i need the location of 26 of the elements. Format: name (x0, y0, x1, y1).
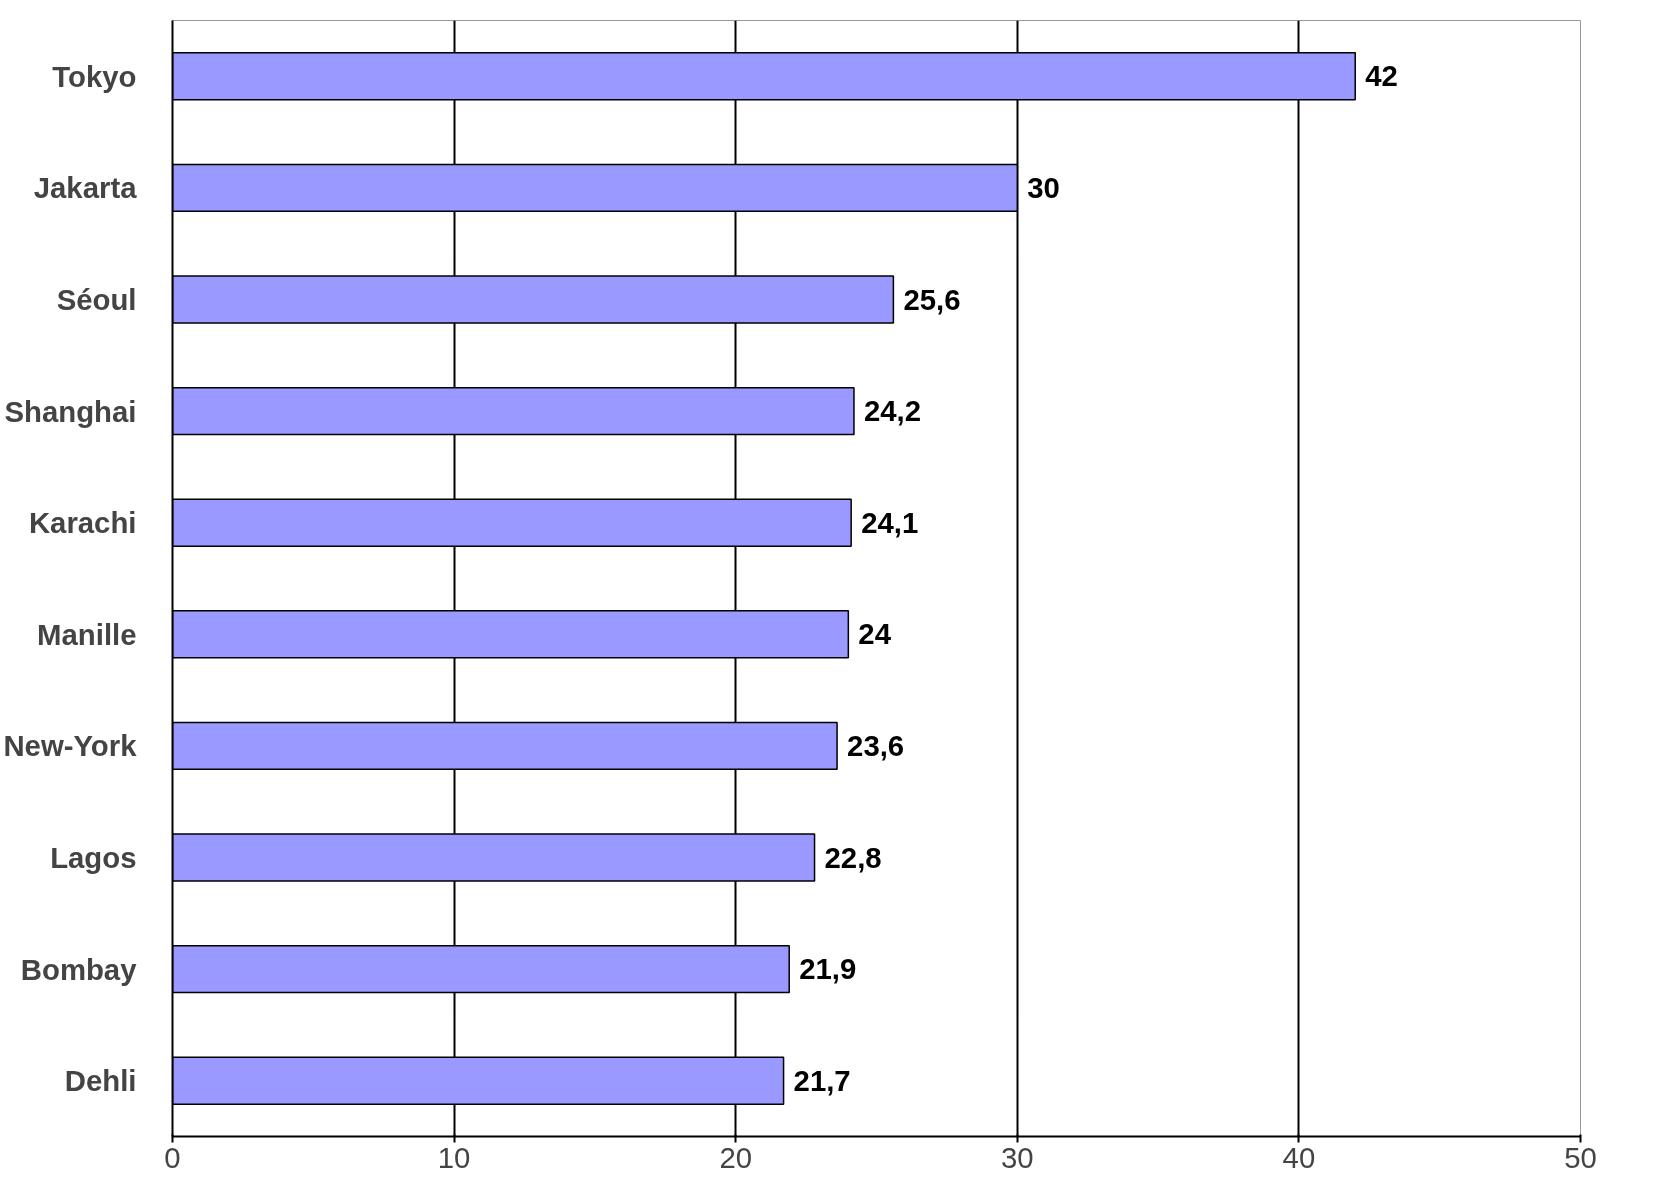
data-label: 24,2 (863, 394, 922, 428)
y-tick-label: Jakarta (33, 171, 138, 205)
data-label: 23,6 (847, 728, 905, 762)
x-tick-label: 20 (719, 1140, 753, 1174)
x-tick-label: 40 (1282, 1140, 1316, 1174)
data-label: 25,6 (903, 282, 961, 316)
data-label: 22,8 (824, 840, 882, 874)
y-tick-label: Séoul (56, 283, 137, 316)
data-label: 21,9 (799, 952, 857, 986)
y-tick-label: Karachi (28, 506, 137, 540)
y-tick-label: New-York (3, 729, 138, 763)
data-label: 30 (1027, 170, 1060, 204)
x-tick-label: 30 (1000, 1140, 1034, 1174)
data-label: 24 (858, 617, 892, 651)
y-tick-label: Bombay (20, 952, 138, 986)
y-tick-label: Shanghai (4, 394, 137, 428)
y-tick-label: Dehli (64, 1064, 137, 1098)
data-label: 21,7 (793, 1063, 851, 1097)
y-tick-label: Tokyo (52, 59, 137, 93)
x-tick-label: 10 (437, 1140, 471, 1174)
data-label: 24,1 (861, 505, 919, 539)
y-tick-label: Manille (37, 617, 137, 651)
y-tick-label: Lagos (50, 841, 137, 874)
x-tick-label: 0 (164, 1140, 181, 1174)
data-label: 42 (1365, 59, 1398, 93)
x-tick-label: 50 (1564, 1140, 1597, 1174)
